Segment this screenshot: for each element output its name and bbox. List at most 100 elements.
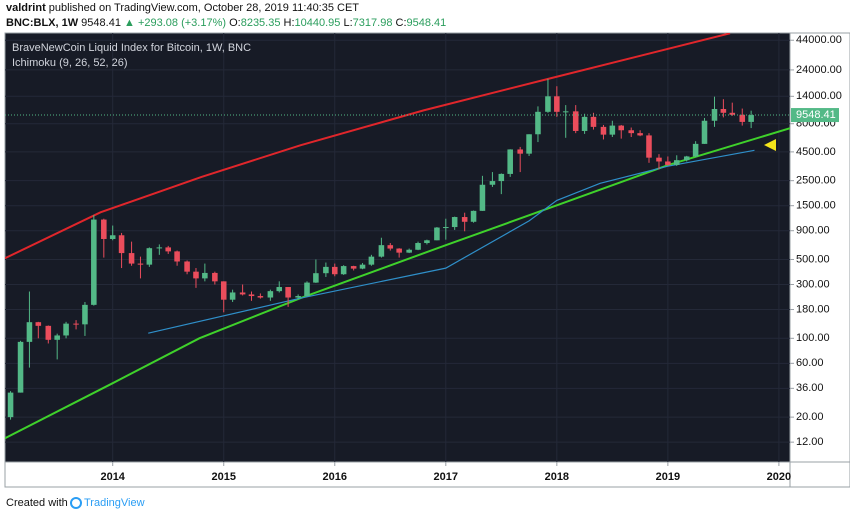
candle-body	[350, 266, 357, 269]
grid	[5, 33, 790, 462]
candle-body	[562, 111, 569, 113]
y-tick-label: 4500.00	[796, 146, 836, 158]
h: 10440.95	[294, 17, 341, 29]
author[interactable]: valdrint	[6, 2, 46, 14]
candle-body	[184, 261, 190, 272]
candle-body	[220, 281, 227, 300]
candle-body	[295, 296, 301, 298]
candle-body	[581, 116, 588, 131]
candle-body	[489, 181, 496, 185]
candle-body	[720, 109, 727, 113]
candle-body	[739, 114, 746, 122]
candle-body	[590, 116, 597, 127]
c-label: C:	[395, 17, 407, 29]
candle-body	[73, 323, 79, 325]
y-tick-label: 36.00	[796, 382, 824, 394]
y-tick-label: 100.00	[796, 332, 830, 344]
candle-body	[128, 253, 135, 264]
candle-body	[109, 235, 116, 239]
candle-body	[711, 109, 718, 121]
marks	[5, 33, 790, 440]
x-tick-label: 2016	[323, 471, 347, 483]
candle-body	[313, 273, 319, 283]
last-price-box	[791, 108, 839, 123]
candle-body	[378, 245, 385, 257]
quote-line: BNC:BLX, 1W 9548.41 ▲ +293.08 (+3.17%) O…	[6, 17, 446, 29]
candle-body	[673, 160, 680, 165]
y-tick-label: 24000.00	[796, 64, 842, 76]
candle-body	[146, 248, 153, 265]
l: 7317.98	[352, 17, 393, 29]
y-tick-label: 60.00	[796, 357, 824, 369]
candle-body	[406, 249, 412, 253]
candle-body	[304, 282, 310, 297]
marker	[764, 139, 776, 151]
candle-body	[415, 243, 421, 250]
y-tick-label: 180.00	[796, 303, 830, 315]
symbol: BNC:BLX, 1W	[6, 17, 79, 29]
x-tick-label: 2014	[100, 471, 125, 483]
y-tick-label: 900.00	[796, 225, 830, 237]
y-tick-label: 14000.00	[796, 90, 842, 102]
candle-body	[443, 227, 449, 229]
candle-body	[239, 292, 246, 295]
candle-body	[461, 217, 468, 222]
candle-body	[54, 335, 60, 340]
candle-body	[35, 322, 42, 326]
candle-body	[359, 264, 366, 269]
indicator: Ichimoku (9, 26, 52, 26)	[12, 57, 128, 69]
trend-line	[5, 127, 790, 440]
candle-body	[434, 227, 440, 241]
candle-body	[609, 125, 616, 135]
candle-body	[7, 392, 14, 418]
candle-body	[507, 149, 513, 174]
candle-body	[17, 341, 24, 393]
candle-body	[331, 266, 338, 275]
candle-body	[656, 157, 662, 162]
logo	[70, 497, 82, 509]
candle-body	[479, 184, 486, 211]
candle-body	[82, 304, 88, 325]
price: 9548.41	[81, 17, 121, 29]
candle-body	[165, 247, 171, 252]
candle-body	[683, 156, 690, 161]
candle-body	[396, 248, 402, 253]
x-tick-label: 2018	[545, 471, 569, 483]
x-tick-label: 2017	[434, 471, 458, 483]
candle-body	[665, 161, 671, 165]
trend-line	[5, 33, 731, 260]
candle-body	[63, 323, 69, 336]
candle-body	[572, 111, 579, 131]
footer-brand[interactable]: TradingView	[84, 497, 145, 509]
candle-body	[285, 287, 291, 298]
o-label: O:	[229, 17, 241, 29]
publish-line: valdrint published on TradingView.com, O…	[6, 2, 359, 14]
candle-body	[526, 134, 532, 154]
candle-body	[257, 296, 264, 298]
published: published on TradingView.com, October 28…	[48, 2, 360, 14]
candle-body	[248, 294, 255, 297]
y-tick-label: 500.00	[796, 253, 830, 265]
candle-body	[387, 245, 394, 249]
candle-body	[156, 247, 163, 249]
candle-body	[498, 173, 505, 182]
candle-body	[101, 219, 107, 239]
candle-body	[424, 240, 430, 244]
o: 8235.35	[240, 17, 281, 29]
x-tick-label: 2019	[656, 471, 680, 483]
candle-body	[545, 96, 551, 112]
y-tick-label: 44000.00	[796, 34, 842, 46]
chart-title: BraveNewCoin Liquid Index for Bitcoin, 1…	[12, 42, 251, 54]
c: 9548.41	[406, 17, 447, 29]
footer-created: Created with	[6, 497, 68, 509]
candle-body	[323, 266, 329, 274]
candle-body	[202, 272, 208, 279]
candle-body	[451, 217, 458, 228]
candle-body	[646, 135, 652, 158]
candle-body	[701, 120, 708, 144]
l-label: L:	[343, 17, 353, 29]
x-tick-label: 2015	[211, 471, 235, 483]
y-tick-label: 300.00	[796, 278, 830, 290]
